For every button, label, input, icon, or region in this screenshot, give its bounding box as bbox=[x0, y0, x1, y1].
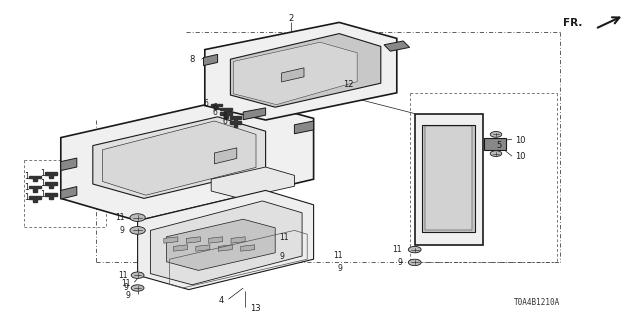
Polygon shape bbox=[224, 115, 228, 118]
Text: 6: 6 bbox=[212, 103, 218, 112]
Text: 9: 9 bbox=[337, 264, 342, 273]
Polygon shape bbox=[384, 41, 410, 51]
Polygon shape bbox=[49, 175, 53, 178]
Polygon shape bbox=[61, 158, 77, 171]
Polygon shape bbox=[61, 187, 77, 199]
Text: 9: 9 bbox=[125, 291, 131, 300]
Polygon shape bbox=[218, 172, 250, 186]
Text: 11: 11 bbox=[121, 279, 131, 288]
Text: 1: 1 bbox=[40, 190, 45, 199]
Text: 6: 6 bbox=[203, 99, 208, 108]
Text: 9: 9 bbox=[123, 284, 128, 292]
Polygon shape bbox=[425, 126, 472, 230]
Polygon shape bbox=[61, 98, 314, 221]
Text: 2: 2 bbox=[289, 14, 294, 23]
Text: 4: 4 bbox=[219, 296, 224, 305]
Text: 1: 1 bbox=[24, 172, 29, 181]
Polygon shape bbox=[211, 104, 222, 106]
Text: 11: 11 bbox=[118, 271, 128, 280]
Text: 6: 6 bbox=[222, 112, 227, 121]
Polygon shape bbox=[164, 237, 178, 243]
Polygon shape bbox=[29, 176, 41, 178]
Polygon shape bbox=[211, 167, 294, 198]
Polygon shape bbox=[102, 121, 256, 195]
Text: FR.: FR. bbox=[563, 18, 582, 28]
Polygon shape bbox=[282, 68, 304, 82]
Circle shape bbox=[131, 285, 144, 291]
Polygon shape bbox=[33, 199, 37, 202]
Polygon shape bbox=[209, 237, 223, 243]
Text: 11: 11 bbox=[392, 245, 402, 254]
Text: 13: 13 bbox=[250, 304, 260, 313]
Circle shape bbox=[130, 227, 145, 234]
Text: 1: 1 bbox=[24, 193, 29, 202]
Polygon shape bbox=[45, 193, 57, 196]
Text: 10: 10 bbox=[515, 136, 525, 145]
Polygon shape bbox=[231, 237, 245, 243]
Polygon shape bbox=[49, 185, 53, 188]
Polygon shape bbox=[243, 108, 266, 120]
Polygon shape bbox=[218, 245, 232, 251]
Text: 9: 9 bbox=[397, 258, 402, 267]
Polygon shape bbox=[484, 138, 506, 150]
Text: 10: 10 bbox=[515, 152, 525, 161]
Text: 6: 6 bbox=[222, 117, 227, 126]
Polygon shape bbox=[186, 237, 200, 243]
Polygon shape bbox=[93, 117, 266, 198]
Polygon shape bbox=[294, 121, 314, 134]
Polygon shape bbox=[29, 186, 41, 188]
Text: 6: 6 bbox=[212, 108, 218, 117]
Polygon shape bbox=[220, 112, 232, 115]
Polygon shape bbox=[422, 125, 475, 232]
Circle shape bbox=[408, 259, 421, 266]
Polygon shape bbox=[33, 178, 37, 181]
Polygon shape bbox=[234, 42, 357, 105]
Polygon shape bbox=[230, 121, 241, 124]
Text: 1: 1 bbox=[24, 183, 29, 192]
Polygon shape bbox=[214, 148, 237, 164]
Text: 1: 1 bbox=[40, 169, 45, 178]
Text: 1: 1 bbox=[40, 179, 45, 188]
Circle shape bbox=[490, 132, 502, 137]
Polygon shape bbox=[45, 182, 57, 185]
Polygon shape bbox=[234, 124, 237, 127]
Polygon shape bbox=[241, 245, 255, 251]
Text: T0A4B1210A: T0A4B1210A bbox=[514, 298, 560, 307]
Polygon shape bbox=[205, 22, 397, 120]
Polygon shape bbox=[33, 188, 37, 192]
Polygon shape bbox=[166, 219, 275, 270]
Polygon shape bbox=[230, 34, 381, 107]
Polygon shape bbox=[230, 116, 241, 119]
Polygon shape bbox=[234, 119, 237, 122]
Text: 11: 11 bbox=[333, 251, 342, 260]
Polygon shape bbox=[150, 201, 302, 285]
Polygon shape bbox=[29, 196, 41, 199]
Polygon shape bbox=[415, 114, 483, 245]
Polygon shape bbox=[49, 196, 53, 199]
Circle shape bbox=[130, 214, 145, 221]
Polygon shape bbox=[224, 110, 228, 113]
Text: 11: 11 bbox=[115, 213, 125, 222]
Circle shape bbox=[490, 151, 502, 156]
Polygon shape bbox=[214, 106, 218, 109]
Text: 9: 9 bbox=[120, 226, 125, 235]
Circle shape bbox=[408, 246, 421, 253]
Polygon shape bbox=[138, 190, 314, 290]
Text: 12: 12 bbox=[344, 80, 354, 89]
Polygon shape bbox=[45, 172, 57, 175]
Text: 5: 5 bbox=[496, 141, 501, 150]
Text: 9: 9 bbox=[280, 252, 285, 261]
Text: 8: 8 bbox=[190, 55, 195, 64]
Polygon shape bbox=[220, 108, 232, 110]
Circle shape bbox=[131, 272, 144, 278]
Polygon shape bbox=[204, 54, 218, 66]
Polygon shape bbox=[173, 245, 188, 251]
Text: 11: 11 bbox=[280, 233, 289, 242]
Polygon shape bbox=[196, 245, 210, 251]
